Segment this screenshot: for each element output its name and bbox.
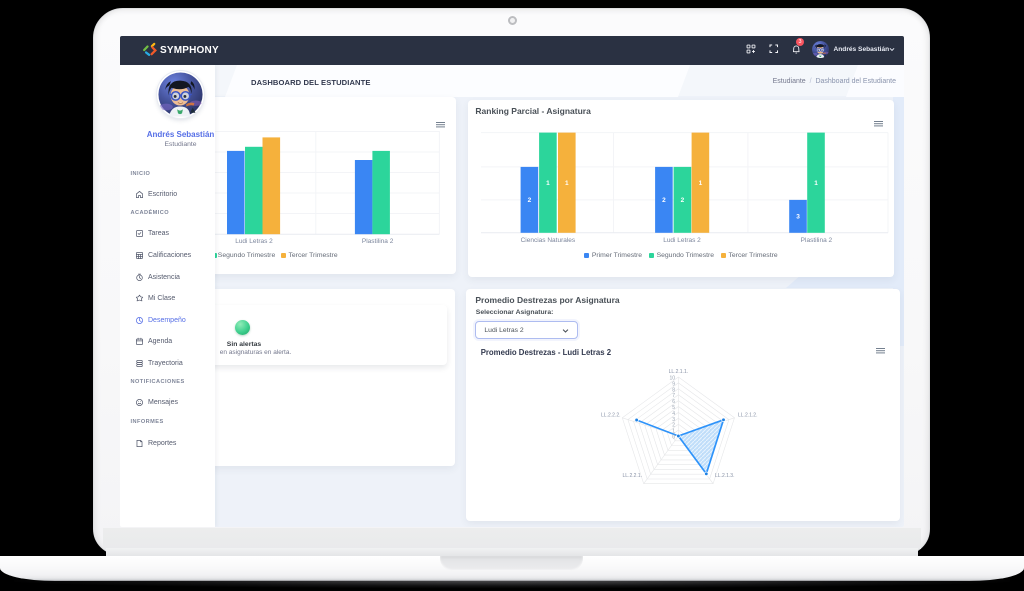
svg-text:0: 0 [672, 435, 675, 441]
svg-text:2: 2 [662, 197, 666, 204]
svg-text:LL.2.1.3.: LL.2.1.3. [715, 473, 734, 479]
svg-text:6: 6 [672, 399, 675, 405]
svg-text:10: 10 [669, 376, 675, 382]
svg-text:1: 1 [565, 180, 569, 187]
svg-text:2: 2 [681, 197, 685, 204]
svg-text:LL.2.1.1.: LL.2.1.1. [669, 369, 688, 375]
svg-text:1: 1 [672, 429, 675, 435]
svg-text:LL.2.2.2.: LL.2.2.2. [601, 413, 620, 419]
svg-text:3: 3 [796, 214, 800, 221]
svg-text:1: 1 [699, 180, 703, 187]
svg-text:1: 1 [814, 180, 818, 187]
svg-text:LL.2.2.1.: LL.2.2.1. [623, 473, 642, 479]
svg-text:1: 1 [546, 180, 550, 187]
svg-text:5: 5 [672, 405, 675, 411]
svg-text:2: 2 [528, 197, 532, 204]
svg-text:4: 4 [672, 411, 675, 417]
svg-text:7: 7 [672, 393, 675, 399]
svg-text:LL.2.1.2.: LL.2.1.2. [738, 413, 757, 419]
svg-text:9: 9 [672, 381, 675, 387]
svg-text:3: 3 [672, 417, 675, 423]
svg-text:8: 8 [672, 387, 675, 393]
svg-text:2: 2 [672, 423, 675, 429]
